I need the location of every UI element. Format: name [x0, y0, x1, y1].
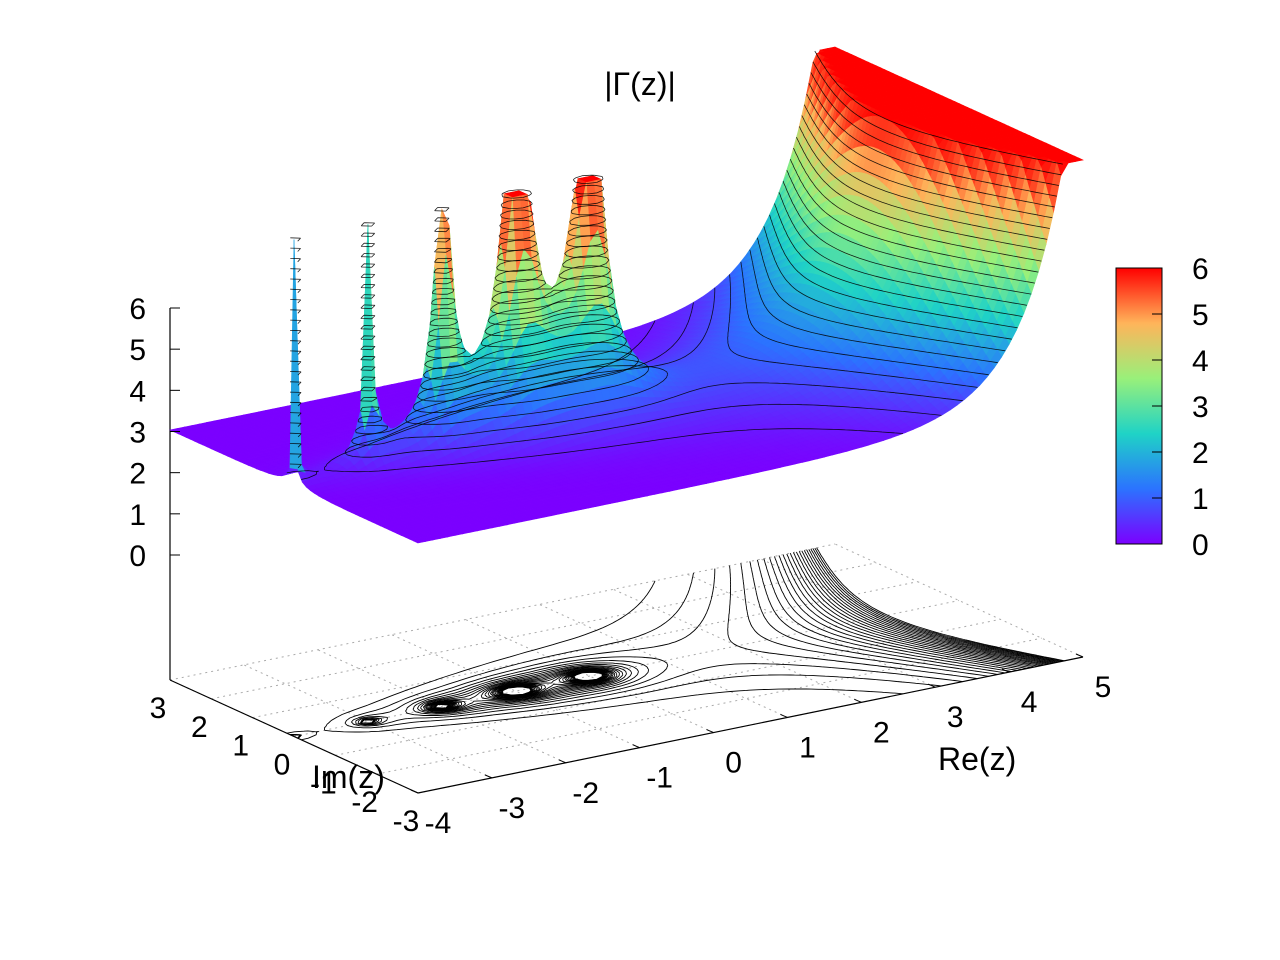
- gamma-surface: [169, 46, 1084, 544]
- base-contour-line: [289, 572, 942, 739]
- grid-line-y: [293, 600, 960, 737]
- grid-line-y: [376, 637, 1042, 775]
- base-plane-axes: [169, 656, 1084, 794]
- grid-line-x: [391, 634, 640, 749]
- grid-line-y: [252, 581, 918, 719]
- grid-line-y: [169, 543, 836, 681]
- base-contour-line: [290, 553, 1035, 739]
- base-contour-line: [290, 551, 1045, 739]
- base-contour-line: [289, 563, 989, 739]
- base-contour-line: [289, 559, 1006, 739]
- base-contour-line: [289, 561, 998, 739]
- base-contour-line: [286, 580, 904, 741]
- base-axis-line: [169, 679, 419, 794]
- grid-line-y: [335, 618, 1001, 756]
- base-axis-line: [417, 656, 1084, 794]
- base-contour-line: [290, 555, 1027, 739]
- base-contour-line: [290, 550, 1050, 739]
- base-plane-contours: [286, 547, 1065, 741]
- base-contour-line: [289, 557, 1018, 739]
- base-contour-line: [290, 547, 1065, 739]
- chart-title: |Γ(z)|: [604, 66, 676, 102]
- base-contour-line: [290, 549, 1055, 739]
- base-contour-line: [289, 565, 978, 739]
- base-contour-line: [289, 568, 963, 739]
- grid-line-y: [211, 562, 877, 700]
- base-contour-line: [290, 554, 1032, 739]
